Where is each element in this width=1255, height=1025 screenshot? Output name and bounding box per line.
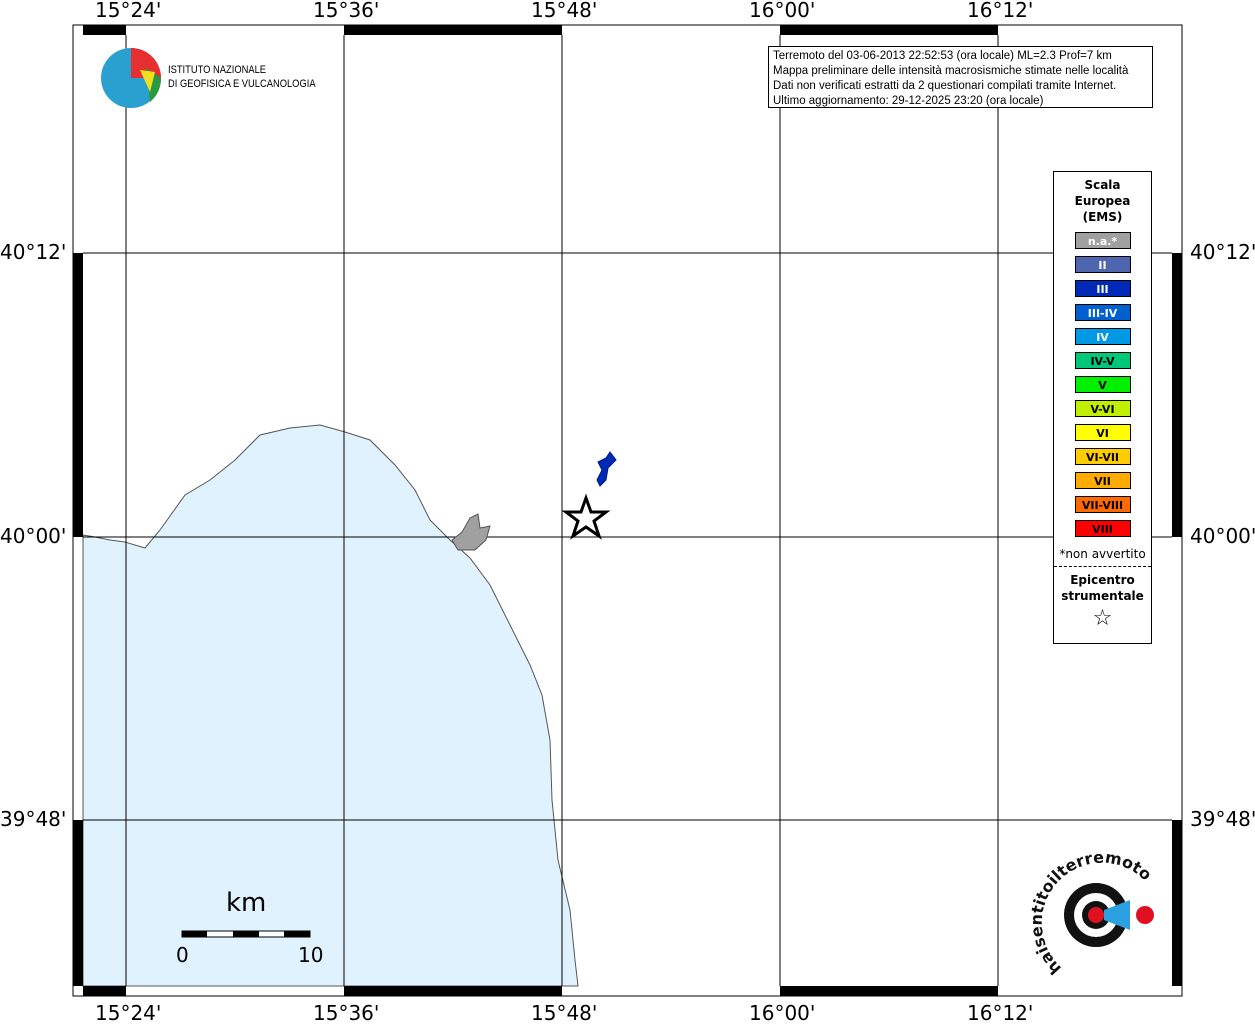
legend-epicenter-line: strumentale	[1061, 589, 1144, 603]
legend-swatch-iv-v: IV-V	[1074, 352, 1131, 369]
legend-epicenter-line: Epicentro	[1070, 573, 1135, 587]
event-info-box: Terremoto del 03-06-2013 22:52:53 (ora l…	[768, 46, 1153, 108]
scale-bar	[181, 930, 311, 938]
legend-title: Scala Europea (EMS)	[1054, 177, 1151, 225]
locality-III[interactable]	[596, 451, 617, 487]
scale-min: 0	[176, 943, 189, 967]
lon-label-top: 16°00'	[749, 0, 816, 22]
lat-label-left: 39°48'	[0, 807, 67, 831]
ingv-line1: ISTITUTO NAZIONALE	[168, 64, 267, 76]
lat-label-right: 40°00'	[1190, 524, 1255, 548]
legend-swatch-vi-vii: VI-VII	[1074, 448, 1131, 465]
lon-label-bottom: 15°48'	[531, 1001, 598, 1025]
legend-swatch-v: V	[1074, 376, 1131, 393]
legend-epicenter-label: Epicentro strumentale	[1054, 572, 1151, 604]
legend: Scala Europea (EMS) n.a.* II III III-IV IV IV-V…	[1053, 171, 1152, 644]
hsit-logo-icon	[1064, 883, 1154, 947]
ingv-logo-text: ISTITUTO NAZIONALE DI GEOFISICA E VULCAN…	[168, 63, 316, 91]
frame-ticks	[73, 25, 1182, 996]
info-line: Dati non verificati estratti da 2 questi…	[773, 80, 1117, 92]
lon-label-bottom: 16°00'	[749, 1001, 816, 1025]
lon-label-top: 15°36'	[313, 0, 380, 22]
legend-title-line: (EMS)	[1082, 210, 1123, 224]
legend-swatch-iii: III	[1074, 280, 1131, 297]
lat-label-right: 40°12'	[1190, 240, 1255, 264]
scale-max: 10	[298, 943, 324, 967]
legend-note: *non avvertito	[1059, 547, 1146, 561]
legend-swatch-vii: VII	[1074, 472, 1131, 489]
star-icon: ☆	[1092, 606, 1113, 631]
lat-label-left: 40°00'	[0, 524, 67, 548]
info-line: Mappa preliminare delle intensità macros…	[773, 65, 1129, 77]
lon-label-top: 16°12'	[967, 0, 1034, 22]
lon-label-top: 15°48'	[531, 0, 598, 22]
ingv-logo-icon	[101, 48, 162, 108]
epicenter-star	[561, 493, 611, 540]
legend-swatch-ii: II	[1074, 256, 1131, 273]
legend-swatch-viii: VIII	[1074, 520, 1131, 537]
graticule	[83, 35, 1172, 986]
legend-swatch-iii-iv: III-IV	[1074, 304, 1131, 321]
scale-unit: km	[226, 888, 267, 918]
lon-label-bottom: 16°12'	[967, 1001, 1034, 1025]
legend-swatch-iv: IV	[1074, 328, 1131, 345]
info-line: Terremoto del 03-06-2013 22:52:53 (ora l…	[773, 50, 1112, 62]
legend-swatch-v-vi: V-VI	[1074, 400, 1131, 417]
lat-label-right: 39°48'	[1190, 807, 1255, 831]
legend-swatch-vi: VI	[1074, 424, 1131, 441]
ingv-line2: DI GEOFISICA E VULCANOLOGIA	[168, 78, 316, 90]
legend-swatches: n.a.* II III III-IV IV IV-V V V-VI VI VI-VII VII VI…	[1054, 232, 1151, 537]
lat-label-left: 40°12'	[0, 240, 67, 264]
legend-swatch-na: n.a.*	[1074, 232, 1131, 249]
info-line: Ultimo aggiornamento: 29-12-2025 23:20 (…	[773, 95, 1044, 107]
legend-divider	[1054, 566, 1151, 567]
lon-label-bottom: 15°24'	[95, 1001, 162, 1025]
sea	[82, 424, 579, 987]
legend-title-line: Scala	[1084, 178, 1121, 192]
lon-label-bottom: 15°36'	[313, 1001, 380, 1025]
lon-label-top: 15°24'	[95, 0, 162, 22]
locality-na[interactable]	[451, 513, 491, 551]
legend-swatch-vii-viii: VII-VIII	[1074, 496, 1131, 513]
legend-title-line: Europea	[1074, 194, 1131, 208]
